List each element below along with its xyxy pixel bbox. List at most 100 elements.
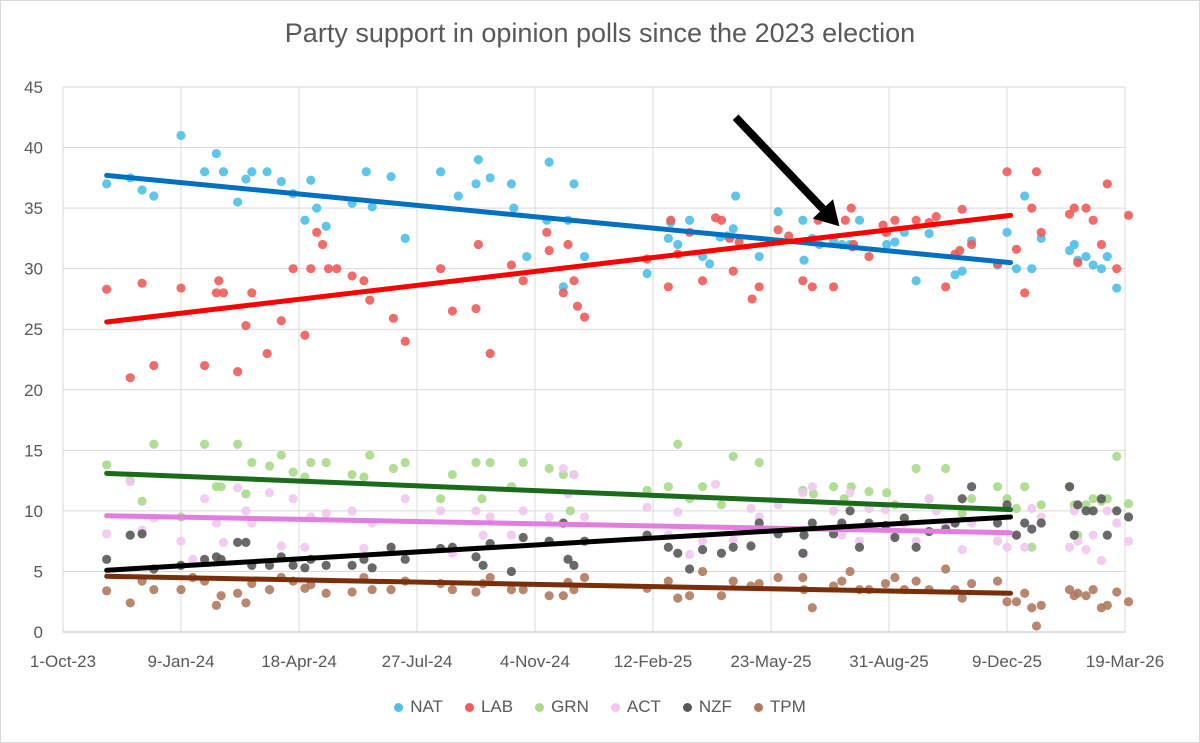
- lab-point: [579, 312, 590, 322]
- nat-point: [506, 179, 516, 189]
- act-point: [710, 479, 721, 489]
- nzf-point: [754, 518, 764, 528]
- lab-point: [176, 283, 186, 293]
- lab-point: [846, 203, 856, 213]
- act-point: [1064, 542, 1075, 552]
- legend-item-act: ACT: [610, 697, 661, 717]
- act-point: [485, 512, 495, 522]
- lab-point: [798, 276, 808, 286]
- act-point: [233, 483, 243, 493]
- grn-point: [447, 469, 457, 480]
- act-point: [436, 506, 446, 516]
- lab-point: [563, 239, 573, 250]
- act-point: [1123, 536, 1134, 546]
- nzf-point: [798, 548, 808, 558]
- act-point: [241, 506, 251, 516]
- legend-label: GRN: [551, 697, 589, 716]
- tpm-point: [663, 576, 673, 586]
- y-tick-label: 15: [24, 441, 43, 460]
- tpm-point: [1011, 597, 1022, 607]
- nat-point: [1088, 260, 1098, 270]
- tpm-point: [1031, 621, 1042, 631]
- lab-point: [1020, 288, 1030, 298]
- lab-point: [784, 231, 794, 241]
- grid-lines: [62, 86, 1126, 633]
- nat-point: [361, 167, 371, 177]
- grn-point: [518, 457, 528, 468]
- grn-point: [216, 482, 226, 492]
- act-point: [1088, 530, 1098, 540]
- act-point: [544, 512, 554, 522]
- grn-point: [264, 461, 275, 471]
- grn-point: [941, 463, 951, 474]
- lab-point: [542, 227, 552, 237]
- nat-point: [233, 197, 243, 207]
- lab-point: [312, 227, 322, 237]
- nzf-point: [137, 529, 147, 539]
- x-tick-label: 4-Nov-24: [500, 652, 570, 671]
- trend-lines: [104, 172, 1014, 596]
- act-point: [300, 542, 310, 552]
- lab-point: [318, 239, 328, 250]
- nat-point: [241, 174, 251, 184]
- lab-point: [807, 282, 817, 292]
- legend-marker: [610, 702, 620, 712]
- series-grn: [102, 439, 1134, 552]
- lab-point: [967, 239, 977, 250]
- nat-point: [663, 233, 673, 243]
- grn-point: [200, 439, 210, 449]
- lab-point: [518, 276, 528, 286]
- nzf-point: [233, 537, 243, 547]
- grn-point: [967, 494, 977, 504]
- act-point: [200, 494, 210, 504]
- nat-point: [798, 215, 808, 225]
- tpm-point: [367, 585, 377, 595]
- act-point: [569, 469, 579, 480]
- act-point: [276, 541, 286, 551]
- tpm-point: [321, 588, 331, 598]
- nat-point: [367, 202, 377, 212]
- grn-point: [359, 472, 369, 482]
- act-point: [478, 530, 488, 540]
- x-tick-label: 19-Mar-26: [1086, 652, 1164, 671]
- act-point: [471, 506, 481, 516]
- lab-point: [447, 306, 457, 316]
- grn-point: [276, 450, 286, 460]
- act-point: [288, 494, 298, 504]
- nzf-point: [1073, 500, 1083, 510]
- legend-marker: [394, 702, 404, 712]
- act-point: [558, 463, 568, 474]
- grn-point: [828, 482, 839, 492]
- legend-label: TPM: [769, 697, 806, 716]
- tpm-point: [241, 598, 251, 608]
- lab-point: [485, 348, 495, 359]
- y-tick-label: 35: [24, 199, 43, 218]
- grn-point: [1027, 542, 1037, 552]
- lab-point: [544, 245, 554, 256]
- grn-point: [663, 482, 673, 492]
- lab-point: [864, 251, 874, 262]
- nzf-point: [716, 548, 727, 558]
- tpm-trend-line: [104, 573, 1014, 596]
- nzf-point: [1096, 494, 1106, 504]
- tpm-point: [211, 600, 221, 610]
- nzf-point: [728, 542, 738, 552]
- nzf-point: [807, 518, 817, 528]
- nzf-point: [288, 560, 298, 570]
- grn-point: [673, 439, 683, 449]
- tpm-point: [837, 576, 847, 586]
- tpm-point: [716, 591, 727, 601]
- act-point: [845, 488, 855, 498]
- lab-point: [125, 373, 135, 383]
- x-tick-label: 23-May-25: [730, 652, 811, 671]
- annotations: [732, 114, 840, 227]
- nat-point: [473, 155, 483, 165]
- lab-point: [214, 276, 224, 286]
- grn-point: [1112, 451, 1122, 461]
- lab-point: [332, 264, 342, 274]
- lab-point: [828, 282, 839, 292]
- lab-point: [359, 276, 369, 286]
- lab-point: [1031, 167, 1042, 177]
- grn-point: [321, 457, 331, 468]
- tpm-point: [684, 591, 695, 601]
